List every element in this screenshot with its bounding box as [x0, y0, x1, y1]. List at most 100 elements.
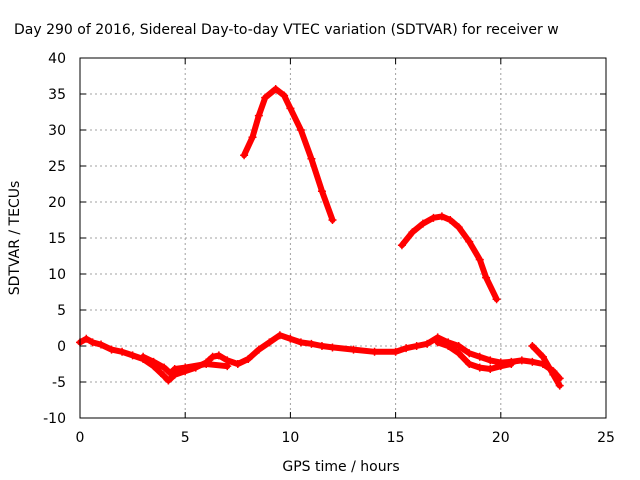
- y-axis-label: SDTVAR / TECUs: [7, 181, 23, 296]
- data-point: [482, 273, 491, 282]
- data-point: [208, 352, 217, 361]
- data-point: [402, 344, 411, 353]
- data-point: [317, 342, 326, 350]
- data-point: [170, 365, 179, 374]
- data-point: [248, 133, 257, 142]
- chart-title: Day 290 of 2016, Sidereal Day-to-day VTE…: [14, 22, 559, 38]
- y-tick-label: -10: [43, 411, 66, 427]
- y-tick-label: 0: [57, 339, 66, 355]
- y-tick-label: 35: [48, 87, 66, 103]
- data-point: [486, 365, 495, 374]
- data-point: [475, 352, 484, 361]
- series-segment: [528, 342, 564, 390]
- data-point: [454, 349, 463, 358]
- data-point: [517, 356, 526, 365]
- series-segment: [240, 84, 337, 224]
- data-point: [475, 363, 484, 372]
- y-tick-label: 15: [48, 231, 66, 247]
- y-tick-label: 40: [48, 51, 66, 67]
- data-point: [181, 363, 190, 372]
- data-point: [307, 154, 316, 163]
- data-point: [160, 363, 169, 372]
- data-point: [549, 370, 558, 379]
- data-point: [164, 376, 173, 385]
- data-point: [149, 357, 158, 366]
- data-point: [244, 354, 253, 363]
- data-point: [528, 357, 537, 366]
- x-tick-label: 20: [492, 430, 510, 446]
- series-line: [529, 343, 563, 389]
- data-point: [328, 216, 337, 224]
- data-point: [265, 338, 274, 347]
- data-point: [370, 347, 379, 356]
- x-axis-label: GPS time / hours: [282, 459, 399, 475]
- data-point: [454, 342, 463, 350]
- data-point: [307, 339, 316, 348]
- data-point: [97, 340, 106, 349]
- data-point: [437, 212, 446, 221]
- y-tick-label: 20: [48, 195, 66, 211]
- data-point: [528, 342, 537, 350]
- data-point: [555, 381, 564, 390]
- data-point: [408, 228, 417, 237]
- data-point: [280, 91, 289, 100]
- data-point: [454, 223, 463, 232]
- data-point: [418, 219, 427, 228]
- data-point: [271, 84, 280, 93]
- x-tick-label: 0: [76, 430, 85, 446]
- data-point: [214, 351, 223, 360]
- data-point: [254, 111, 263, 120]
- data-point: [286, 334, 295, 343]
- series-segment: [76, 331, 564, 385]
- data-point: [128, 351, 137, 360]
- data-point: [397, 241, 406, 250]
- data-point: [166, 369, 175, 378]
- series-segment: [397, 212, 501, 304]
- x-tick-label: 10: [281, 430, 299, 446]
- series-segment: [139, 352, 232, 378]
- data-point: [507, 360, 516, 368]
- data-point: [82, 334, 91, 343]
- data-point: [412, 342, 421, 350]
- data-point: [202, 360, 211, 368]
- data-point: [296, 126, 305, 134]
- data-point: [296, 338, 305, 347]
- data-point: [240, 151, 249, 160]
- data-point: [349, 345, 358, 354]
- data-point: [492, 295, 501, 304]
- data-point: [486, 356, 495, 365]
- data-point: [254, 345, 263, 354]
- data-point: [328, 343, 337, 352]
- data-point: [391, 347, 400, 356]
- data-point: [223, 362, 232, 371]
- y-tick-label: 5: [57, 303, 66, 319]
- data-point: [465, 349, 474, 358]
- data-point: [88, 338, 97, 347]
- x-tick-label: 5: [181, 430, 190, 446]
- data-point: [233, 360, 242, 368]
- y-tick-label: 10: [48, 267, 66, 283]
- data-point: [475, 255, 484, 264]
- x-tick-label: 25: [597, 430, 615, 446]
- data-point: [433, 338, 442, 347]
- data-point: [496, 362, 505, 371]
- series-line: [398, 213, 500, 303]
- data-point: [139, 352, 148, 361]
- data-point: [444, 342, 453, 350]
- series-segment: [433, 338, 516, 374]
- data-point: [286, 104, 295, 113]
- data-point: [118, 347, 127, 356]
- y-tick-label: -5: [52, 375, 66, 391]
- grid: [80, 58, 606, 418]
- data-point: [429, 213, 438, 222]
- x-tick-label: 15: [387, 430, 405, 446]
- data-point: [160, 372, 169, 381]
- data-point: [465, 237, 474, 246]
- data-series: [76, 84, 564, 390]
- axis-ticks: 0 5 10 15 20 25 -10 -5 0 5 10 15 20 25 30 35 40: [43, 51, 615, 446]
- y-tick-label: 30: [48, 123, 66, 139]
- data-point: [423, 339, 432, 348]
- data-point: [275, 331, 284, 340]
- y-tick-label: 25: [48, 159, 66, 175]
